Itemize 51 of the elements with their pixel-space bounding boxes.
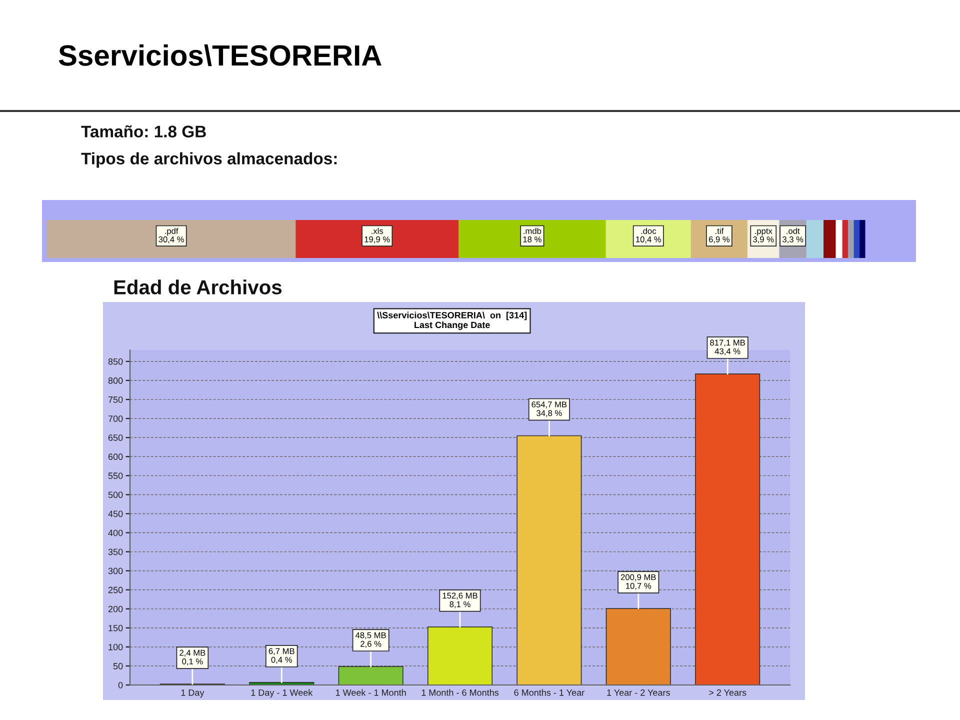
series-label: .pdf: [165, 228, 178, 236]
y-tick-label: 250: [108, 586, 123, 594]
y-tick-label: 850: [108, 358, 123, 365]
y-tick-label: 200: [108, 606, 123, 612]
data-label: 6,9 %: [708, 236, 730, 244]
y-tick-label: 350: [108, 548, 123, 556]
y-tick-label: 550: [108, 472, 123, 479]
y-tick-label: 50: [113, 662, 123, 670]
data-label: 654,7 MB 34,8 %: [532, 401, 567, 418]
data-label: 10,4 %: [636, 236, 662, 244]
x-tick-label: 1 Month - 6 Months: [422, 689, 499, 696]
chart-title: Sservicios\TESORERIA: [58, 44, 382, 66]
x-tick-label: 1 Week - 1 Month: [336, 689, 406, 696]
y-tick-label: 100: [108, 644, 123, 650]
series-label: .xls: [372, 228, 384, 234]
y-tick-label: 750: [108, 396, 123, 403]
y-tick-label: 300: [108, 568, 123, 574]
y-tick-label: 800: [108, 377, 123, 384]
y-tick-label: 600: [108, 454, 123, 460]
data-label: 3,9 %: [753, 236, 774, 244]
x-tick-label: 1 Year - 2 Years: [607, 689, 670, 696]
series-label: .doc: [641, 228, 656, 234]
y-tick-label: 400: [108, 530, 123, 536]
data-label: 19,9 %: [364, 236, 390, 244]
y-tick-label: 700: [108, 415, 123, 422]
series-label: .pptx: [755, 228, 772, 236]
data-label: 48,5 MB 2,6 %: [355, 632, 386, 648]
y-tick-label: 650: [108, 434, 123, 441]
series-label: .odt: [786, 228, 800, 234]
data-label: 817,1 MB 43,4 %: [710, 340, 745, 356]
data-label: 6,7 MB 0,4 %: [268, 648, 294, 664]
y-tick-label: 0: [118, 682, 123, 688]
y-tick-label: 150: [108, 624, 123, 632]
data-label: 3,3 %: [782, 236, 804, 244]
data-label: 152,6 MB 8,1 %: [442, 592, 478, 608]
data-label: 2,4 MB 0,1 %: [180, 650, 206, 666]
y-tick-label: 500: [108, 492, 123, 498]
x-tick-label: 1 Day: [181, 690, 204, 698]
text: Tipos de archivos almacenados:: [81, 152, 337, 168]
chart-subtitle: Tamaño: 1.8 GB: [81, 125, 206, 138]
series-label: .mdb: [524, 228, 542, 234]
chart-title: Edad de Archivos: [114, 280, 282, 294]
x-tick-label: 6 Months - 1 Year: [514, 689, 584, 696]
data-label: 18 %: [523, 236, 542, 242]
data-label: 200,9 MB 10,7 %: [620, 574, 656, 590]
data-label: 30,4 %: [158, 236, 184, 244]
x-tick-label: 1 Day - 1 Week: [251, 689, 313, 698]
x-tick-label: > 2 Years: [709, 689, 746, 696]
y-tick-label: 450: [108, 510, 123, 518]
chart-subtitle: \\Sservicios\TESORERIA\ on [314] Last Change Date: [377, 312, 527, 330]
series-label: .tif: [716, 228, 724, 234]
